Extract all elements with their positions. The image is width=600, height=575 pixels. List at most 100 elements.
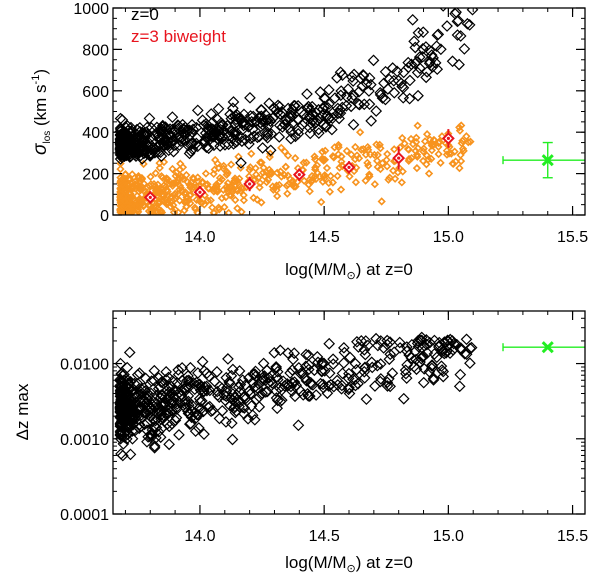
z3-point bbox=[422, 130, 432, 139]
delta-z-point bbox=[115, 375, 128, 388]
delta-z-point bbox=[249, 370, 262, 383]
delta-z-point bbox=[271, 394, 284, 407]
y-tick-label: 0.0010 bbox=[60, 432, 109, 449]
z3-point bbox=[322, 163, 332, 173]
z0-point bbox=[354, 72, 367, 85]
delta-z-point bbox=[141, 435, 153, 448]
z0-point bbox=[466, 8, 479, 16]
delta-z-point bbox=[124, 448, 137, 461]
z3-point bbox=[450, 147, 459, 156]
delta-z-point bbox=[304, 376, 317, 389]
delta-z-point bbox=[213, 412, 226, 425]
z0-point bbox=[200, 131, 212, 144]
z3-point bbox=[347, 150, 356, 159]
delta-z-point bbox=[271, 402, 284, 415]
z3-point bbox=[182, 202, 191, 211]
delta-z-point bbox=[216, 382, 228, 395]
z3-point bbox=[176, 159, 185, 168]
z3-point bbox=[361, 176, 370, 185]
delta-z-point bbox=[133, 367, 146, 379]
z3-point bbox=[257, 158, 266, 167]
delta-z-point bbox=[145, 428, 157, 440]
z0-point bbox=[261, 128, 274, 141]
z3-point bbox=[273, 168, 282, 177]
delta-z-point bbox=[131, 388, 144, 400]
delta-z-point bbox=[138, 382, 150, 395]
bottom-plot-frame bbox=[112, 310, 586, 515]
top-panel: 14.0 14.5 15.0 15.5 0 200 400 600 800 1000 z=0 z=… bbox=[30, 1, 588, 282]
x-tick-label: 15.0 bbox=[433, 528, 464, 545]
z0-point bbox=[159, 133, 171, 146]
z0-point bbox=[378, 77, 390, 90]
z0-point bbox=[347, 75, 360, 87]
bottom-x-axis-label: log(M/M⊙) at z=0 bbox=[285, 553, 413, 575]
z0-point bbox=[289, 130, 302, 143]
z0-point bbox=[227, 96, 240, 108]
delta-z-point bbox=[160, 365, 172, 378]
z3-point bbox=[209, 169, 218, 179]
z3-point bbox=[355, 128, 365, 137]
z0-point bbox=[406, 13, 419, 26]
delta-z-point bbox=[323, 367, 336, 380]
z3-point bbox=[135, 194, 144, 204]
z3-point bbox=[203, 196, 213, 205]
z3-point bbox=[328, 178, 338, 187]
z0-point bbox=[396, 80, 408, 93]
z0-point bbox=[206, 116, 219, 129]
z0-point bbox=[214, 140, 226, 152]
z0-point bbox=[165, 130, 177, 143]
delta-z-point bbox=[147, 413, 160, 426]
z0-point bbox=[273, 119, 286, 132]
delta-z-point bbox=[383, 372, 395, 385]
z3-point bbox=[321, 146, 330, 155]
delta-z-point bbox=[349, 379, 362, 392]
z0-point bbox=[431, 63, 444, 76]
delta-z-point bbox=[171, 376, 183, 389]
z0-point bbox=[403, 92, 416, 105]
z0-point bbox=[454, 30, 467, 42]
z0-point bbox=[235, 157, 247, 169]
delta-z-point bbox=[297, 367, 310, 380]
delta-z-point bbox=[316, 358, 328, 371]
z3-point bbox=[137, 174, 147, 184]
z0-point bbox=[395, 77, 408, 90]
delta-z-point bbox=[372, 339, 384, 352]
z3-point bbox=[310, 172, 320, 181]
z3-point bbox=[172, 168, 181, 177]
x-tick-label: 14.0 bbox=[184, 229, 215, 246]
z0-point bbox=[233, 112, 245, 125]
delta-z-point bbox=[270, 361, 282, 373]
delta-z-point bbox=[351, 335, 363, 348]
z0-point bbox=[358, 98, 371, 111]
delta-z-point bbox=[417, 376, 430, 389]
z3-point bbox=[228, 188, 237, 197]
delta-z-point bbox=[453, 380, 466, 393]
delta-z-point bbox=[162, 407, 174, 420]
delta-z-point bbox=[221, 381, 233, 394]
delta-z-point bbox=[358, 343, 371, 356]
z0-point bbox=[301, 88, 313, 100]
delta-z-point bbox=[432, 341, 445, 353]
z0-point bbox=[263, 97, 276, 110]
z3-point bbox=[269, 185, 278, 194]
z3-point bbox=[456, 156, 466, 166]
z3-point bbox=[305, 187, 314, 196]
delta-z-point bbox=[316, 357, 329, 369]
z0-point bbox=[292, 99, 304, 112]
z0-point bbox=[304, 127, 317, 140]
z0-point bbox=[458, 43, 471, 55]
delta-z-point bbox=[460, 333, 473, 346]
delta-z-point bbox=[454, 368, 467, 381]
z3-point bbox=[211, 155, 220, 165]
delta-z-point bbox=[117, 438, 130, 450]
y-tick-label: 0.0001 bbox=[60, 507, 109, 524]
z0-point bbox=[159, 123, 172, 135]
z3-point bbox=[311, 163, 320, 172]
delta-z-point bbox=[399, 364, 412, 377]
delta-z-point bbox=[196, 355, 209, 368]
z0-point bbox=[185, 137, 198, 150]
delta-z-point bbox=[184, 417, 197, 430]
delta-z-point bbox=[327, 353, 339, 366]
z0-point bbox=[285, 132, 297, 145]
